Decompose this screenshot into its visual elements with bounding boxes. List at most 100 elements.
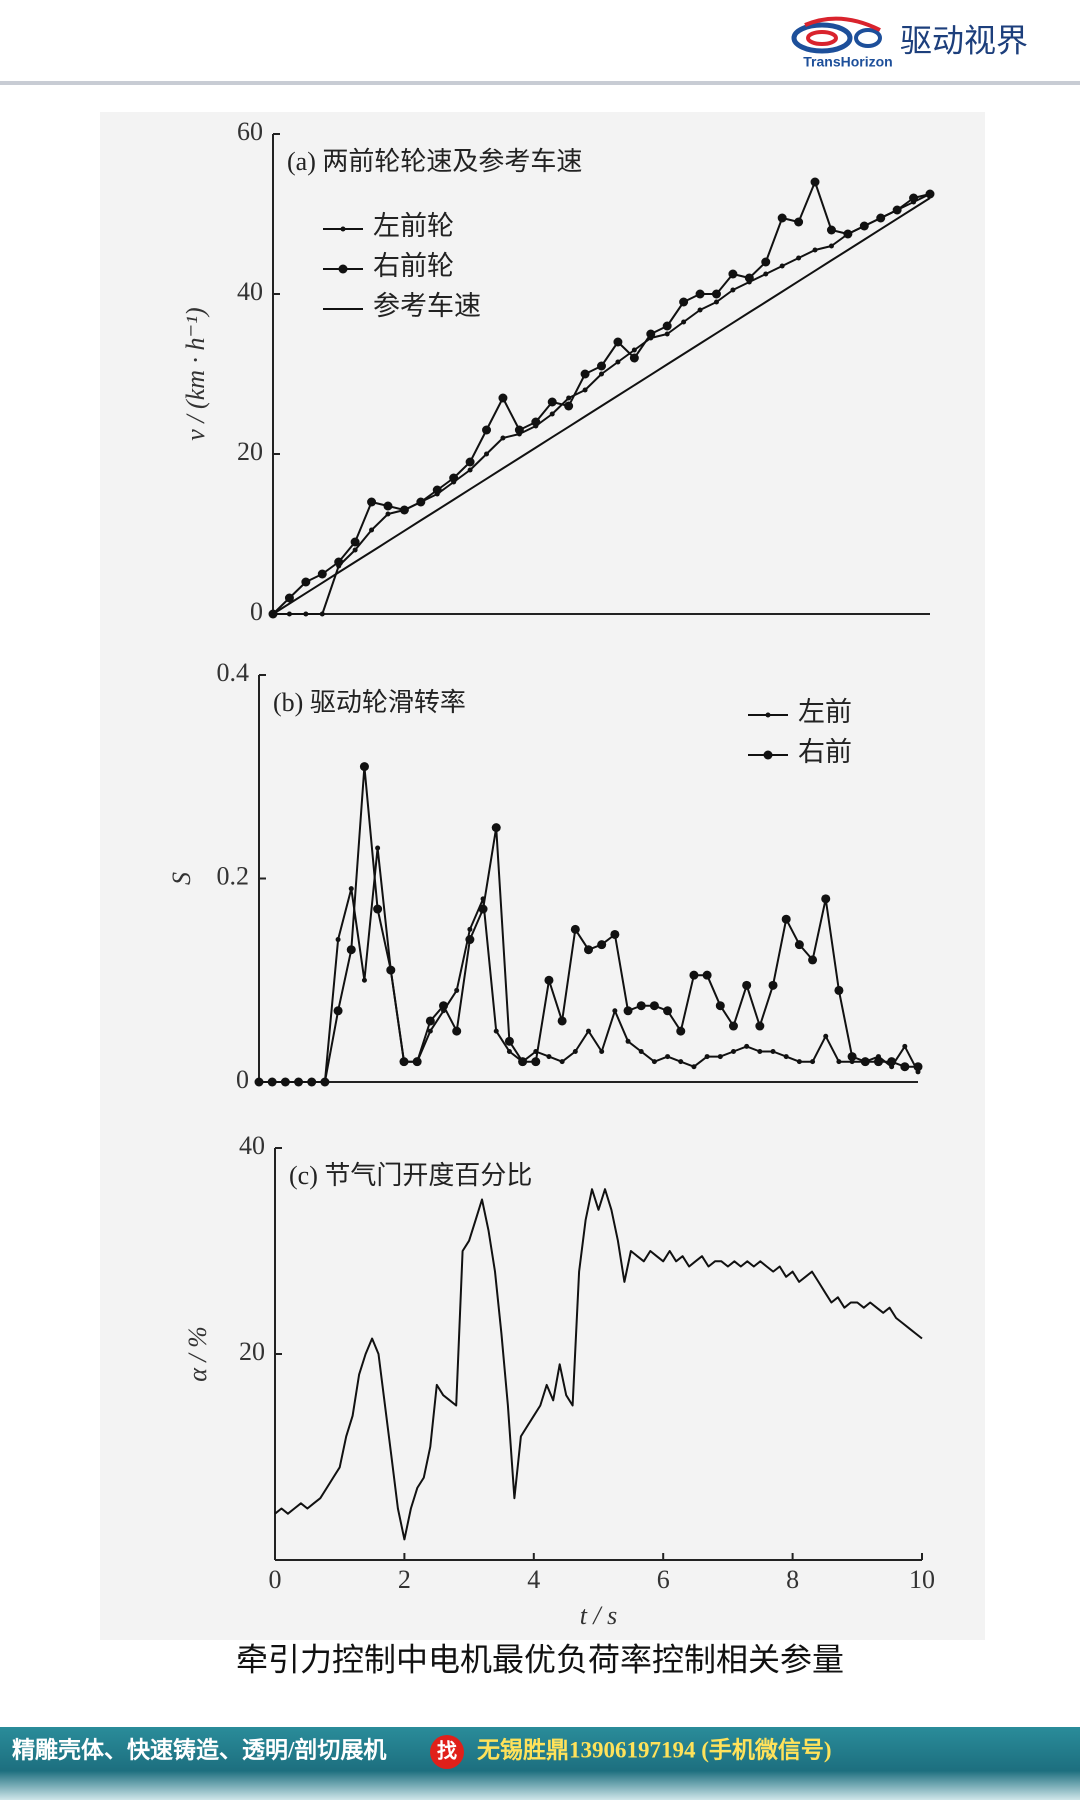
data-point bbox=[678, 1059, 684, 1065]
data-point bbox=[383, 501, 393, 511]
data-point bbox=[399, 1057, 409, 1067]
data-point bbox=[531, 1057, 541, 1067]
data-point bbox=[582, 387, 588, 393]
brand: 驱动视界 bbox=[900, 22, 1028, 58]
data-point bbox=[781, 914, 791, 924]
y-axis-label: α / % bbox=[183, 1326, 212, 1382]
data-point bbox=[432, 485, 442, 495]
y-tick-label: 0 bbox=[236, 1065, 249, 1094]
legend-label: 参考车速 bbox=[373, 291, 481, 321]
data-point bbox=[717, 1054, 723, 1060]
data-point bbox=[770, 1048, 776, 1054]
data-point bbox=[664, 331, 670, 337]
data-point bbox=[613, 337, 623, 347]
data-point bbox=[350, 537, 360, 547]
data-point bbox=[730, 287, 736, 293]
data-point bbox=[623, 1006, 633, 1016]
legend-marker bbox=[340, 226, 346, 232]
data-point bbox=[836, 1059, 842, 1065]
data-point bbox=[361, 977, 367, 983]
data-point bbox=[702, 970, 712, 980]
y-tick-label: 20 bbox=[237, 437, 263, 466]
data-point bbox=[484, 451, 490, 457]
data-point bbox=[557, 1016, 567, 1026]
data-point bbox=[467, 467, 473, 473]
y-tick-label: 40 bbox=[239, 1131, 265, 1160]
data-point bbox=[691, 1064, 697, 1070]
data-point bbox=[810, 177, 820, 187]
data-point bbox=[821, 894, 831, 904]
data-point bbox=[506, 1048, 512, 1054]
data-point bbox=[564, 401, 574, 411]
data-point bbox=[826, 225, 836, 235]
data-point bbox=[695, 289, 705, 299]
data-point bbox=[597, 361, 606, 371]
data-point bbox=[887, 1057, 897, 1067]
data-point bbox=[427, 1028, 433, 1034]
data-point bbox=[755, 1021, 765, 1031]
data-point bbox=[728, 1021, 738, 1031]
data-point bbox=[744, 273, 754, 283]
data-point bbox=[452, 1026, 462, 1036]
y-tick-label: 0 bbox=[250, 597, 263, 626]
data-point bbox=[663, 1006, 673, 1016]
data-point bbox=[375, 845, 381, 851]
data-point bbox=[651, 1059, 657, 1065]
data-point bbox=[449, 473, 459, 483]
data-point bbox=[794, 940, 804, 950]
data-point bbox=[783, 1054, 789, 1060]
legend-marker bbox=[765, 712, 771, 718]
data-point bbox=[498, 393, 508, 403]
data-point bbox=[465, 457, 475, 467]
data-point bbox=[812, 247, 818, 253]
data-point bbox=[549, 411, 555, 417]
data-point bbox=[373, 904, 383, 914]
data-point bbox=[500, 435, 506, 441]
data-point bbox=[625, 1038, 631, 1044]
data-point bbox=[615, 359, 621, 365]
y-tick-label: 0.4 bbox=[217, 658, 250, 687]
data-point bbox=[715, 1001, 725, 1011]
data-point bbox=[317, 569, 327, 579]
data-point bbox=[284, 593, 294, 603]
data-point bbox=[333, 1006, 343, 1016]
header-rule bbox=[0, 81, 1080, 85]
legend-label: 左前 bbox=[798, 697, 852, 727]
data-point bbox=[612, 1008, 618, 1014]
data-point bbox=[531, 417, 541, 427]
data-point bbox=[679, 297, 689, 307]
data-point bbox=[518, 1057, 528, 1067]
x-tick-label: 6 bbox=[657, 1565, 670, 1594]
data-point bbox=[439, 1001, 449, 1011]
data-point bbox=[676, 1026, 686, 1036]
data-point bbox=[286, 611, 292, 617]
data-point bbox=[478, 904, 488, 914]
legend-label: 左前轮 bbox=[373, 211, 454, 241]
y-tick-label: 40 bbox=[237, 277, 263, 306]
data-point bbox=[847, 1052, 857, 1062]
footer-bar bbox=[0, 1727, 1080, 1800]
data-point bbox=[599, 1048, 605, 1054]
badge: 找 bbox=[437, 1739, 457, 1763]
x-tick-label: 2 bbox=[398, 1565, 411, 1594]
data-point bbox=[320, 1077, 330, 1087]
data-point bbox=[730, 1048, 736, 1054]
data-point bbox=[636, 1001, 646, 1011]
data-point bbox=[367, 497, 377, 507]
x-tick-label: 0 bbox=[269, 1565, 282, 1594]
chart-title: (c) 节气门开度百分比 bbox=[289, 1161, 532, 1190]
data-point bbox=[597, 940, 607, 950]
data-point bbox=[808, 955, 818, 965]
x-tick-label: 8 bbox=[786, 1565, 799, 1594]
chart-title: (a) 两前轮轮速及参考车速 bbox=[287, 147, 582, 176]
data-point bbox=[399, 505, 409, 515]
y-axis-label: v / (km · h⁻¹) bbox=[181, 307, 210, 440]
data-point bbox=[280, 1077, 290, 1087]
data-point bbox=[348, 886, 354, 892]
data-point bbox=[346, 945, 356, 955]
data-point bbox=[301, 577, 311, 587]
data-point bbox=[649, 1001, 659, 1011]
data-point bbox=[580, 369, 590, 379]
data-point bbox=[665, 1054, 671, 1060]
